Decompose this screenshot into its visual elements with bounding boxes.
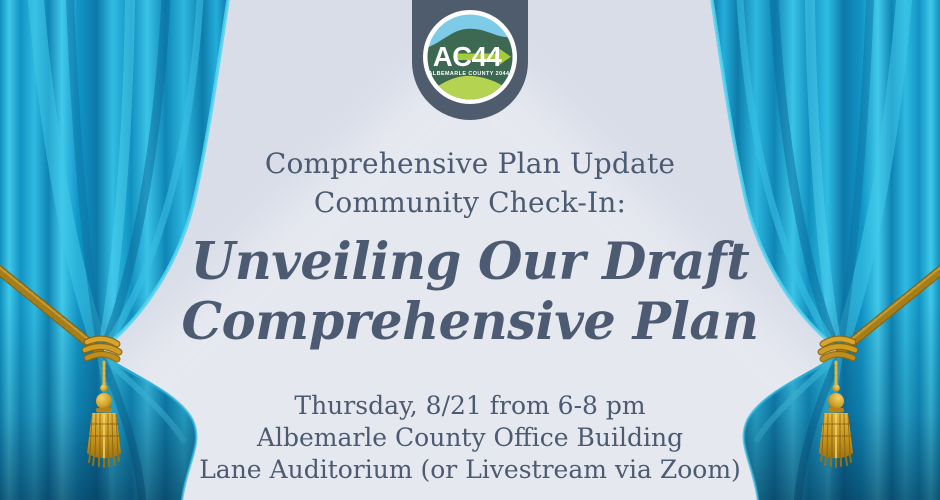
ac44-logo: AC44 ALBEMARLE COUNTY 2044 — [423, 10, 517, 104]
logo-wordmark: AC44 — [433, 41, 503, 72]
spotlight-beam — [0, 30, 940, 500]
logo-arrow-icon — [456, 47, 511, 67]
logo-tagline: ALBEMARLE COUNTY 2044 — [429, 71, 510, 77]
ac44-badge: AC44 ALBEMARLE COUNTY 2044 — [412, 0, 528, 120]
